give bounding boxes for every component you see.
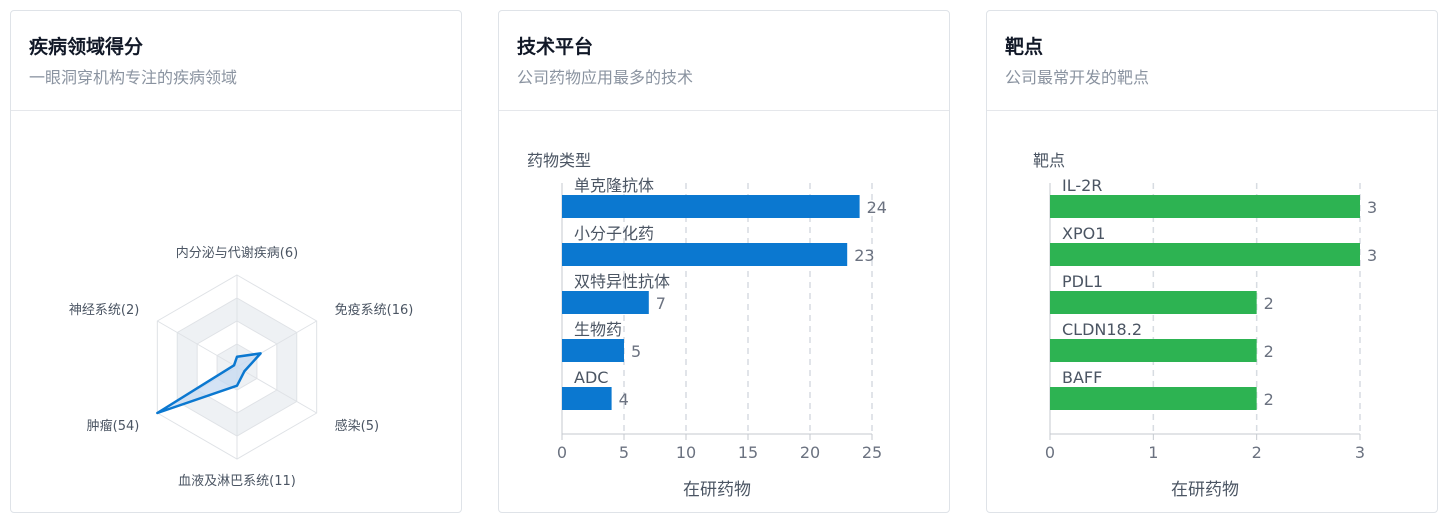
bar-category-label: CLDN18.2	[1062, 320, 1142, 339]
card-subtitle: 一眼洞穿机构专注的疾病领域	[29, 68, 238, 87]
card-header: 靶点 公司最常开发的靶点	[987, 11, 1437, 111]
bar	[1050, 339, 1257, 362]
radar-axis-label: 内分泌与代谢疾病(6)	[176, 245, 298, 261]
bar-category-label: XPO1	[1062, 224, 1105, 243]
bar-category-label: BAFF	[1062, 368, 1102, 387]
bar	[1050, 387, 1257, 410]
card-subtitle: 公司最常开发的靶点	[1005, 68, 1150, 87]
card-header: 疾病领域得分 一眼洞穿机构专注的疾病领域	[11, 11, 461, 111]
radar-axis-label: 神经系统(2)	[69, 303, 139, 318]
chart-title: 药物类型	[527, 151, 591, 170]
x-tick-label: 1	[1148, 443, 1158, 462]
card-body: 药物类型 0 5 10 15 20 25 单克隆抗体 24 小分子化药 23 双特异性抗体 7 生物药 5 A…	[499, 111, 949, 512]
bar-value-label: 7	[656, 294, 666, 313]
disease-radar-chart: 内分泌与代谢疾病(6) 免疫系统(16) 感染(5) 血液及淋巴系统(11) 肿瘤(54…	[69, 245, 414, 489]
x-tick-label: 20	[800, 443, 820, 462]
x-tick-label: 0	[557, 443, 567, 462]
bar-category-label: 生物药	[574, 320, 622, 339]
card-title: 疾病领域得分	[29, 36, 144, 58]
tech-platform-card: 技术平台 公司药物应用最多的技术 药物类型 0 5 10 15 20 25 单克隆抗体 24 小分…	[498, 10, 950, 513]
x-tick-label: 0	[1045, 443, 1055, 462]
bar-value-label: 3	[1367, 246, 1377, 265]
x-axis-title: 在研药物	[683, 480, 751, 500]
card-title: 技术平台	[517, 36, 594, 58]
target-card: 靶点 公司最常开发的靶点 靶点 0 1 2 3 IL-2R 3 XPO1 3 PDL1 2 CLDN1…	[986, 10, 1438, 513]
bar-value-label: 4	[619, 390, 629, 409]
x-tick-label: 10	[676, 443, 696, 462]
bar-value-label: 2	[1264, 390, 1274, 409]
radar-axis-label: 免疫系统(16)	[335, 302, 414, 318]
chart-title: 靶点	[1033, 151, 1065, 170]
bar-value-label: 3	[1367, 198, 1377, 217]
bar	[562, 195, 860, 218]
bar-category-label: PDL1	[1062, 272, 1103, 291]
card-body: 靶点 0 1 2 3 IL-2R 3 XPO1 3 PDL1 2 CLDN18.2 2 BAFF 2 在研药物	[987, 111, 1437, 512]
x-tick-label: 3	[1355, 443, 1365, 462]
bar	[562, 387, 612, 410]
bar-category-label: 双特异性抗体	[574, 272, 670, 291]
bar-value-label: 2	[1264, 294, 1274, 313]
radar-axis-line	[157, 320, 238, 368]
drug-type-bar-chart: 药物类型 0 5 10 15 20 25 单克隆抗体 24 小分子化药 23 双特异性抗体 7 生物药 5 A…	[527, 151, 887, 500]
x-tick-label: 25	[862, 443, 882, 462]
bar	[1050, 243, 1360, 266]
radar-axis-label: 血液及淋巴系统(11)	[178, 474, 296, 489]
bar	[562, 339, 624, 362]
bar-category-label: 单克隆抗体	[574, 176, 654, 195]
bar-category-label: ADC	[574, 368, 608, 387]
bar-value-label: 23	[854, 246, 874, 265]
radar-axis-label: 肿瘤(54)	[87, 418, 140, 434]
radar-axis-label: 感染(5)	[335, 418, 379, 434]
bar	[1050, 291, 1257, 314]
bar-value-label: 2	[1264, 342, 1274, 361]
bar	[562, 243, 848, 266]
card-header: 技术平台 公司药物应用最多的技术	[499, 11, 949, 111]
x-tick-label: 15	[738, 443, 758, 462]
bar-value-label: 24	[867, 198, 887, 217]
radar-data-area	[156, 352, 262, 415]
bar	[1050, 195, 1360, 218]
bar-category-label: IL-2R	[1062, 176, 1102, 195]
x-axis-title: 在研药物	[1171, 480, 1239, 500]
target-bar-chart: 靶点 0 1 2 3 IL-2R 3 XPO1 3 PDL1 2 CLDN18.2 2 BAFF 2 在研药物	[1033, 151, 1377, 500]
bar	[562, 291, 649, 314]
card-title: 靶点	[1005, 36, 1044, 58]
bar-value-label: 5	[631, 342, 641, 361]
bar-category-label: 小分子化药	[574, 224, 654, 243]
x-tick-label: 2	[1252, 443, 1262, 462]
x-tick-label: 5	[619, 443, 629, 462]
card-subtitle: 公司药物应用最多的技术	[517, 68, 694, 87]
radar-axis-line	[236, 366, 317, 414]
disease-area-card: 疾病领域得分 一眼洞穿机构专注的疾病领域 内分泌与代谢疾病(6) 免疫系统(16)…	[10, 10, 462, 513]
card-body: 内分泌与代谢疾病(6) 免疫系统(16) 感染(5) 血液及淋巴系统(11) 肿瘤(54…	[11, 111, 461, 512]
